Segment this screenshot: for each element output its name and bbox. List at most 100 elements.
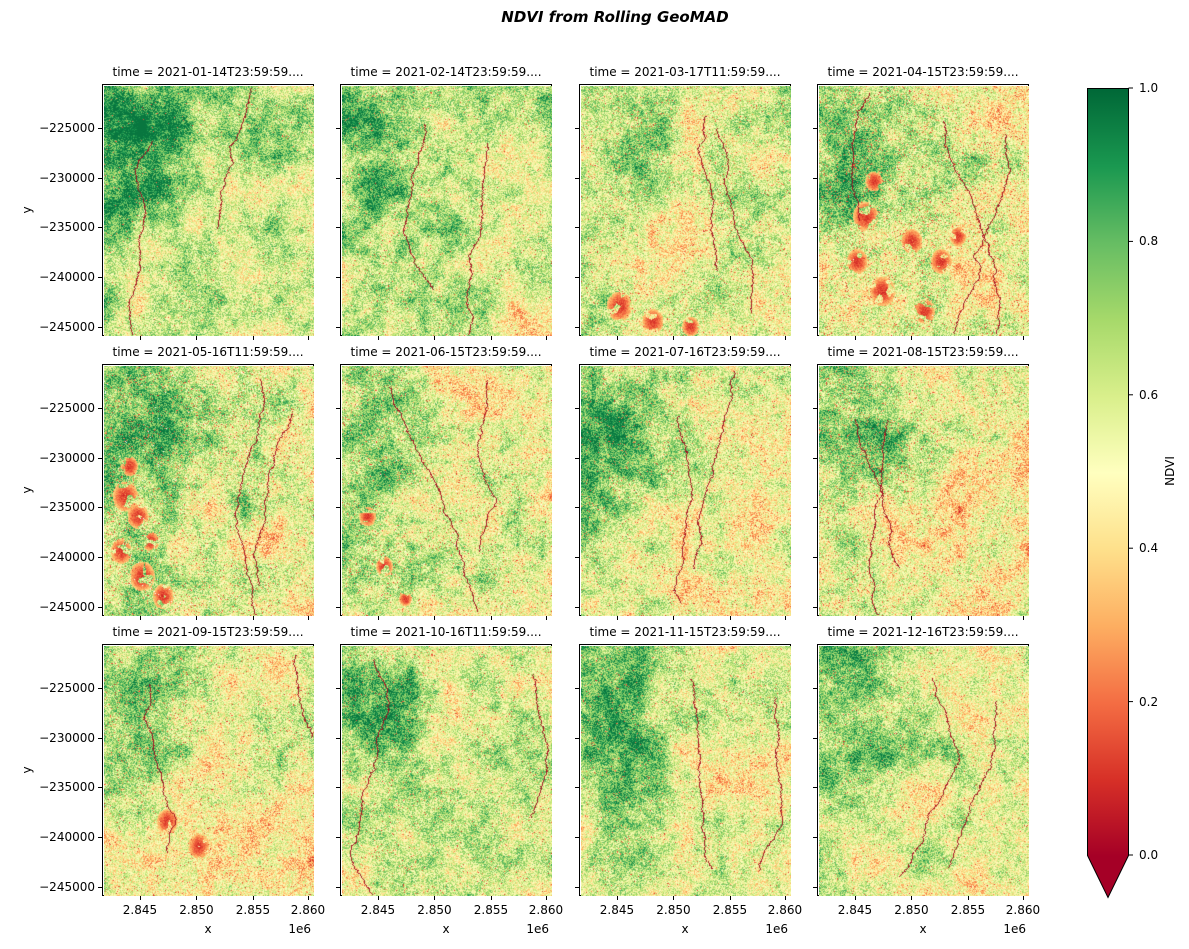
tick-mark (575, 837, 579, 838)
x-tick-label: 2.850 (656, 903, 691, 917)
tick-mark (336, 557, 340, 558)
tick-mark (575, 177, 579, 179)
tick-mark (434, 616, 436, 620)
plot-frame (340, 644, 552, 896)
tick-mark (813, 277, 817, 278)
tick-mark (813, 688, 817, 689)
facet-panel: time = 2021-02-14T23:59:59.... (340, 65, 552, 336)
tick-mark (813, 408, 817, 409)
facet-panel: time = 2021-09-15T23:59:59.... (102, 625, 314, 896)
tick-mark (813, 457, 817, 459)
tick-mark (139, 336, 141, 340)
y-tick-label: −230000 (39, 170, 95, 185)
tick-mark (575, 737, 579, 739)
plot-frame (340, 84, 552, 336)
tick-mark (252, 616, 254, 620)
tick-mark (575, 606, 579, 608)
tick-mark (1022, 896, 1024, 900)
plot-frame (817, 644, 1029, 896)
tick-mark (616, 896, 618, 900)
x-tick-label: 2.860 (528, 903, 564, 917)
tick-mark (784, 336, 786, 340)
facet-panel: time = 2021-01-14T23:59:59.... (102, 65, 314, 336)
tick-mark (98, 227, 102, 229)
tick-mark (98, 606, 102, 608)
tick-mark (813, 737, 817, 739)
y-tick-label: −240000 (39, 830, 95, 844)
plot-frame (102, 364, 314, 616)
tick-mark (575, 886, 579, 888)
tick-mark (336, 688, 340, 689)
y-tick-label: −245000 (39, 879, 95, 894)
ndvi-raster-map (104, 646, 314, 896)
tick-mark (545, 896, 547, 900)
tick-mark (575, 277, 579, 278)
tick-mark (1022, 336, 1024, 340)
facet-panel: time = 2021-03-17T11:59:59.... (579, 65, 791, 336)
facet-panel: time = 2021-11-15T23:59:59.... (579, 625, 791, 896)
tick-mark (729, 336, 731, 340)
tick-mark (377, 896, 379, 900)
tick-mark (98, 507, 102, 509)
tick-mark (98, 408, 102, 409)
tick-mark (813, 886, 817, 888)
tick-mark (911, 896, 913, 900)
x-tick-label: 2.850 (179, 903, 214, 917)
x-axis-label: x (919, 922, 927, 936)
tick-mark (139, 616, 141, 620)
y-tick-label: −230000 (39, 450, 95, 465)
facet-title: time = 2021-04-15T23:59:59.... (827, 65, 1019, 79)
tick-mark (813, 177, 817, 179)
tick-mark (545, 336, 547, 340)
y-axis-label: y (20, 486, 34, 494)
tick-mark (967, 336, 969, 340)
ndvi-raster-map (342, 646, 552, 896)
x-tick-label: 2.860 (1005, 903, 1041, 917)
tick-mark (252, 896, 254, 900)
tick-mark (139, 896, 141, 900)
facet-title: time = 2021-01-14T23:59:59.... (112, 65, 304, 79)
x-tick-label: 2.855 (473, 903, 509, 917)
x-offset-label: 1e6 (765, 922, 788, 936)
colorbar-tick-label: 0.4 (1139, 541, 1159, 556)
plot-frame (340, 364, 552, 616)
figure-title: NDVI from Rolling GeoMAD (501, 8, 729, 26)
tick-mark (1022, 616, 1024, 620)
tick-mark (813, 787, 817, 789)
x-tick-label: 2.850 (417, 903, 452, 917)
ndvi-raster-map (581, 366, 791, 616)
y-tick-label: −240000 (39, 270, 95, 284)
tick-mark (98, 837, 102, 838)
tick-mark (575, 457, 579, 459)
facet-title: time = 2021-11-15T23:59:59.... (589, 625, 781, 639)
x-tick-label: 2.845 (837, 903, 873, 917)
facet-title: time = 2021-12-16T23:59:59.... (827, 625, 1019, 639)
tick-mark (784, 896, 786, 900)
tick-mark (377, 336, 379, 340)
ndvi-raster-map (819, 646, 1029, 896)
tick-mark (854, 616, 856, 620)
facet-panel: time = 2021-07-16T23:59:59.... (579, 345, 791, 616)
tick-mark (336, 886, 340, 888)
ndvi-raster-map (342, 366, 552, 616)
colorbar-tick-label: 0.0 (1139, 848, 1159, 862)
tick-mark (784, 616, 786, 620)
tick-mark (336, 227, 340, 229)
facet-panel: time = 2021-06-15T23:59:59.... (340, 345, 552, 616)
tick-mark (336, 408, 340, 409)
ndvi-raster-map (342, 86, 552, 336)
tick-mark (575, 787, 579, 789)
tick-mark (434, 896, 436, 900)
tick-mark (575, 557, 579, 558)
y-tick-label: −245000 (39, 319, 95, 334)
tick-mark (336, 457, 340, 459)
tick-mark (813, 507, 817, 509)
tick-mark (854, 896, 856, 900)
tick-mark (575, 128, 579, 129)
facet-title: time = 2021-06-15T23:59:59.... (350, 345, 542, 359)
colorbar-tick-label: 0.6 (1139, 387, 1159, 402)
y-tick-label: −225000 (39, 121, 95, 135)
plot-frame (102, 644, 314, 896)
tick-mark (967, 896, 969, 900)
